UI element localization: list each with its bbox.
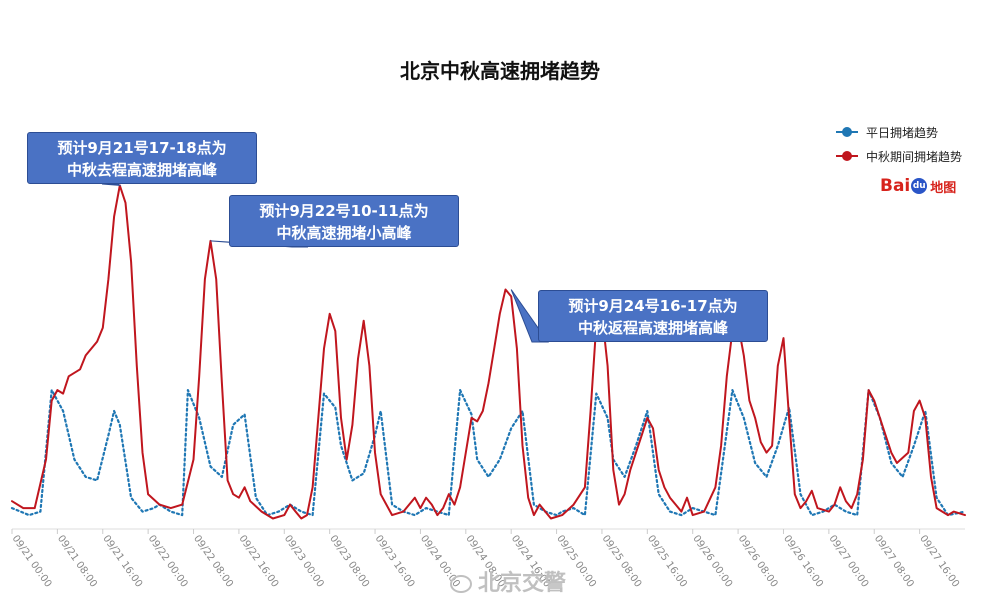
logo-text: Bai xyxy=(880,176,911,196)
x-tick-label: 09/26 08:00 xyxy=(736,533,780,589)
callout-peak-3-line-2: 中秋返程高速拥堵高峰 xyxy=(577,319,728,337)
callout-peak-1: 预计9月21号17-18点为 中秋去程高速拥堵高峰 xyxy=(27,132,257,184)
callout-peak-1-line-1: 预计9月21号17-18点为 xyxy=(57,139,227,157)
x-tick-label: 09/21 08:00 xyxy=(55,533,99,589)
callout-peak-3-line-1: 预计9月24号16-17点为 xyxy=(568,297,738,315)
watermark: 北京交警 xyxy=(450,565,566,597)
weibo-icon xyxy=(450,575,472,593)
callout-peak-2-line-1: 预计9月22号10-11点为 xyxy=(259,202,429,220)
x-tick-label: 09/21 16:00 xyxy=(100,533,144,589)
x-tick-label: 09/21 00:00 xyxy=(10,533,54,589)
logo-suffix: 地图 xyxy=(930,180,957,196)
chart-title: 北京中秋高速拥堵趋势 xyxy=(400,59,600,83)
x-tick-label: 09/27 16:00 xyxy=(917,533,961,589)
x-tick-label: 09/22 16:00 xyxy=(236,533,280,589)
x-tick-label: 09/23 08:00 xyxy=(327,533,371,589)
legend-marker-festival xyxy=(836,150,858,162)
legend-item-normal: 平日拥堵趋势 xyxy=(836,120,962,144)
watermark-text: 北京交警 xyxy=(478,571,567,596)
x-tick-label: 09/23 00:00 xyxy=(282,533,326,589)
legend-label-festival: 中秋期间拥堵趋势 xyxy=(866,149,963,164)
legend-item-festival: 中秋期间拥堵趋势 xyxy=(836,144,962,168)
baidu-map-logo: Bai du 地图 xyxy=(880,176,956,196)
x-tick-label: 09/25 08:00 xyxy=(599,533,643,589)
callout-peak-2: 预计9月22号10-11点为 中秋高速拥堵小高峰 xyxy=(229,195,459,247)
legend-label-normal: 平日拥堵趋势 xyxy=(866,125,939,140)
x-tick-label: 09/27 08:00 xyxy=(872,533,916,589)
x-tick-label: 09/26 16:00 xyxy=(781,533,825,589)
x-tick-label: 09/26 00:00 xyxy=(690,533,734,589)
callout-peak-1-line-2: 中秋去程高速拥堵高峰 xyxy=(66,161,217,179)
callout-peak-2-line-2: 中秋高速拥堵小高峰 xyxy=(276,224,412,242)
chart-legend: 平日拥堵趋势 中秋期间拥堵趋势 xyxy=(836,120,962,168)
paw-icon: du xyxy=(911,178,928,194)
x-tick-label: 09/27 00:00 xyxy=(826,533,870,589)
x-tick-label: 09/25 16:00 xyxy=(645,533,689,589)
callout-peak-3: 预计9月24号16-17点为 中秋返程高速拥堵高峰 xyxy=(538,290,768,342)
x-tick-label: 09/23 16:00 xyxy=(373,533,417,589)
x-tick-label: 09/22 00:00 xyxy=(146,533,190,589)
legend-marker-normal xyxy=(836,126,858,138)
callout-pointer-1 xyxy=(101,183,122,187)
x-tick-label: 09/22 08:00 xyxy=(191,533,235,589)
series-festival-line xyxy=(11,184,966,520)
series-normal-line xyxy=(10,389,967,517)
